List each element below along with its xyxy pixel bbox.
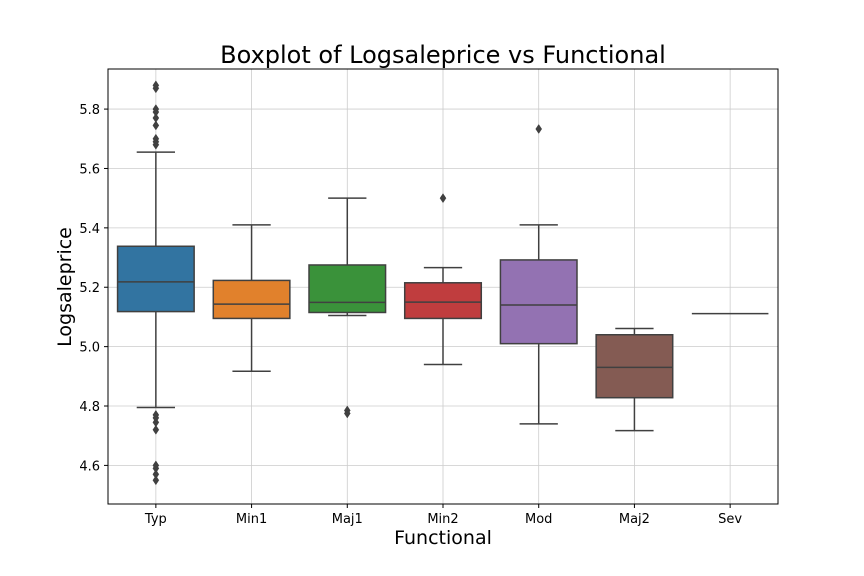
y-tick-label: 5.8 <box>79 103 100 118</box>
y-tick-label: 5.0 <box>79 341 100 356</box>
x-axis-ticks: Typ Min1 Maj1 Min2 Mod Maj2 Sev <box>144 504 742 527</box>
outlier-point <box>152 475 160 486</box>
box-iqr <box>212 279 291 320</box>
boxes-layer <box>116 80 769 486</box>
x-tick-label: Sev <box>718 512 742 527</box>
outlier-point <box>343 408 351 419</box>
outlier-point <box>152 424 160 435</box>
x-tick-label: Typ <box>144 512 167 527</box>
y-tick-label: 5.4 <box>79 222 100 237</box>
outlier-point <box>152 104 160 115</box>
box-iqr <box>308 264 387 314</box>
x-tick-label: Maj2 <box>619 512 650 527</box>
x-tick-label: Min2 <box>427 512 458 527</box>
y-axis-ticks: 4.6 4.8 5.0 5.2 5.4 5.6 5.8 <box>79 103 108 474</box>
y-tick-label: 5.2 <box>79 281 100 296</box>
outlier-point <box>535 124 543 134</box>
y-tick-label: 5.6 <box>79 162 100 177</box>
grid-lines <box>108 69 778 504</box>
y-tick-label: 4.6 <box>79 459 100 474</box>
box-maj2 <box>595 327 674 432</box>
y-tick-label: 4.8 <box>79 400 100 415</box>
box-min2 <box>403 193 483 366</box>
box-iqr <box>499 259 578 345</box>
box-iqr <box>595 334 674 399</box>
outlier-point <box>152 120 160 131</box>
box-typ <box>116 80 195 486</box>
box-iqr <box>116 245 195 313</box>
outlier-point <box>439 193 447 204</box>
outlier-point <box>152 133 160 144</box>
box-iqr <box>403 282 483 320</box>
outlier-point <box>152 113 160 123</box>
box-maj1 <box>308 197 387 419</box>
y-axis-label: Logsaleprice <box>54 227 76 347</box>
x-axis-label: Functional <box>394 527 492 549</box>
x-tick-label: Min1 <box>236 512 267 527</box>
box-mod <box>499 124 578 425</box>
x-tick-label: Mod <box>525 512 552 527</box>
outlier-point <box>152 80 160 91</box>
x-tick-label: Maj1 <box>332 512 363 527</box>
chart-title: Boxplot of Logsaleprice vs Functional <box>220 41 666 69</box>
box-min1 <box>212 224 291 373</box>
